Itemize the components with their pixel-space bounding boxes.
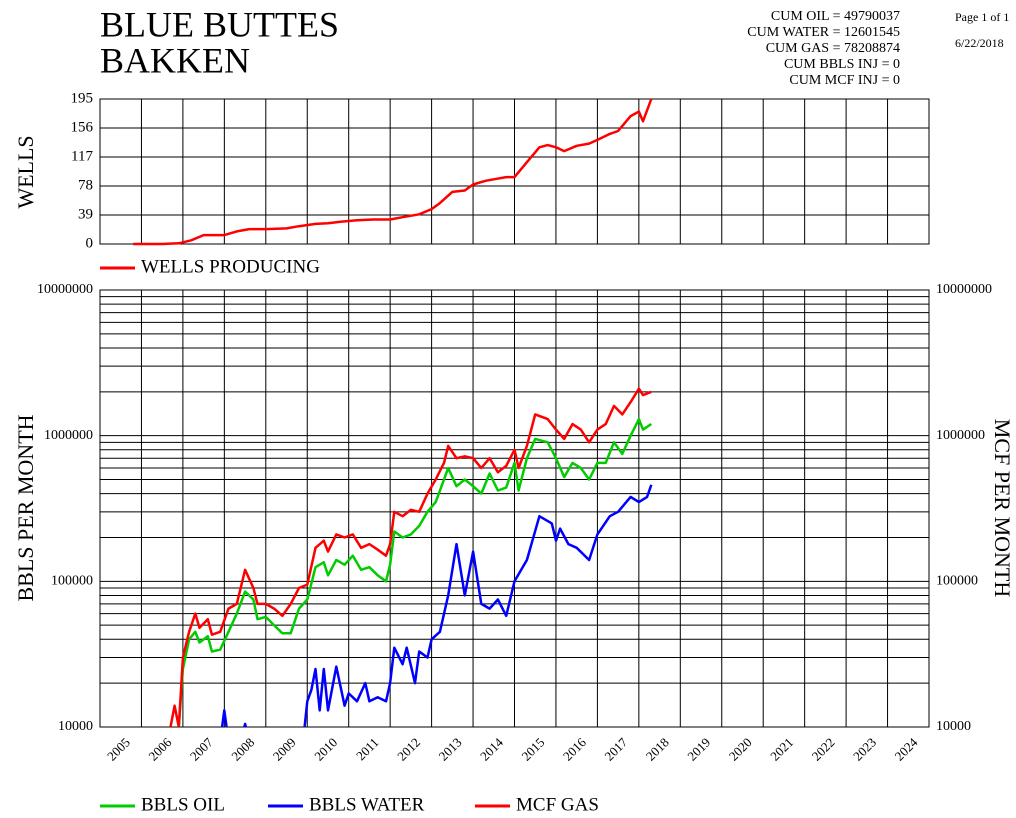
series-line (133, 98, 653, 246)
y-tick-label: 195 (71, 90, 94, 106)
y-tick-label: 10000000 (37, 282, 93, 297)
legend-label: BBLS WATER (309, 794, 425, 815)
title: BLUE BUTTES (100, 4, 339, 44)
y2-tick-label: 10000 (936, 719, 971, 734)
y2-axis-label: MCF PER MONTH (990, 419, 1015, 598)
x-tick-label: 2014 (477, 734, 506, 763)
x-tick-label: 2017 (601, 734, 630, 763)
series-line (169, 387, 652, 727)
page-number: Page 1 of 1 (955, 10, 1009, 24)
y-tick-label: 156 (71, 119, 94, 135)
x-tick-label: 2015 (518, 735, 547, 764)
x-tick-label: 2020 (726, 735, 755, 764)
plot-frame (99, 289, 930, 728)
y2-tick-label: 10000000 (936, 282, 992, 297)
x-tick-label: 2006 (145, 734, 174, 763)
stat: CUM MCF INJ = 0 (789, 73, 900, 88)
y-tick-label: 39 (78, 206, 93, 222)
stat: CUM WATER = 12601545 (747, 25, 900, 40)
x-tick-label: 2018 (643, 735, 672, 764)
series-line (220, 484, 653, 727)
stat: CUM BBLS INJ = 0 (784, 57, 900, 72)
x-tick-label: 2007 (187, 734, 216, 763)
x-tick-label: 2023 (850, 735, 879, 764)
y-tick-label: 10000 (58, 719, 93, 734)
x-tick-label: 2011 (353, 735, 382, 764)
y-tick-label: 117 (71, 148, 93, 164)
series-line (177, 417, 652, 727)
y-tick-label: 0 (86, 235, 94, 251)
plot-frame (99, 98, 930, 245)
x-tick-label: 2021 (767, 735, 796, 764)
legend-label: BBLS OIL (141, 794, 225, 815)
title: BAKKEN (100, 40, 250, 80)
plot-area (133, 98, 653, 246)
stat: CUM OIL = 49790037 (771, 9, 900, 24)
legend-label: WELLS PRODUCING (141, 256, 320, 277)
legend-label: MCF GAS (516, 794, 599, 815)
x-tick-label: 2010 (311, 735, 340, 764)
x-tick-label: 2005 (104, 735, 133, 764)
y-tick-label: 1000000 (44, 428, 93, 443)
date: 6/22/2018 (955, 36, 1004, 50)
stat: CUM GAS = 78208874 (766, 41, 900, 56)
x-tick-label: 2019 (684, 735, 713, 764)
y-axis-label: BBLS PER MONTH (13, 414, 38, 601)
x-tick-label: 2022 (809, 735, 838, 764)
y2-tick-label: 100000 (936, 574, 978, 589)
x-tick-label: 2012 (394, 735, 423, 764)
y-axis-label: WELLS (13, 135, 38, 208)
x-tick-label: 2009 (270, 735, 299, 764)
x-tick-label: 2008 (228, 735, 257, 764)
x-tick-label: 2013 (436, 735, 465, 764)
plot-area (169, 387, 653, 727)
x-tick-label: 2024 (892, 734, 921, 763)
y2-tick-label: 1000000 (936, 428, 985, 443)
x-tick-label: 2016 (560, 734, 589, 763)
y-tick-label: 78 (78, 177, 93, 193)
y-tick-label: 100000 (51, 574, 93, 589)
